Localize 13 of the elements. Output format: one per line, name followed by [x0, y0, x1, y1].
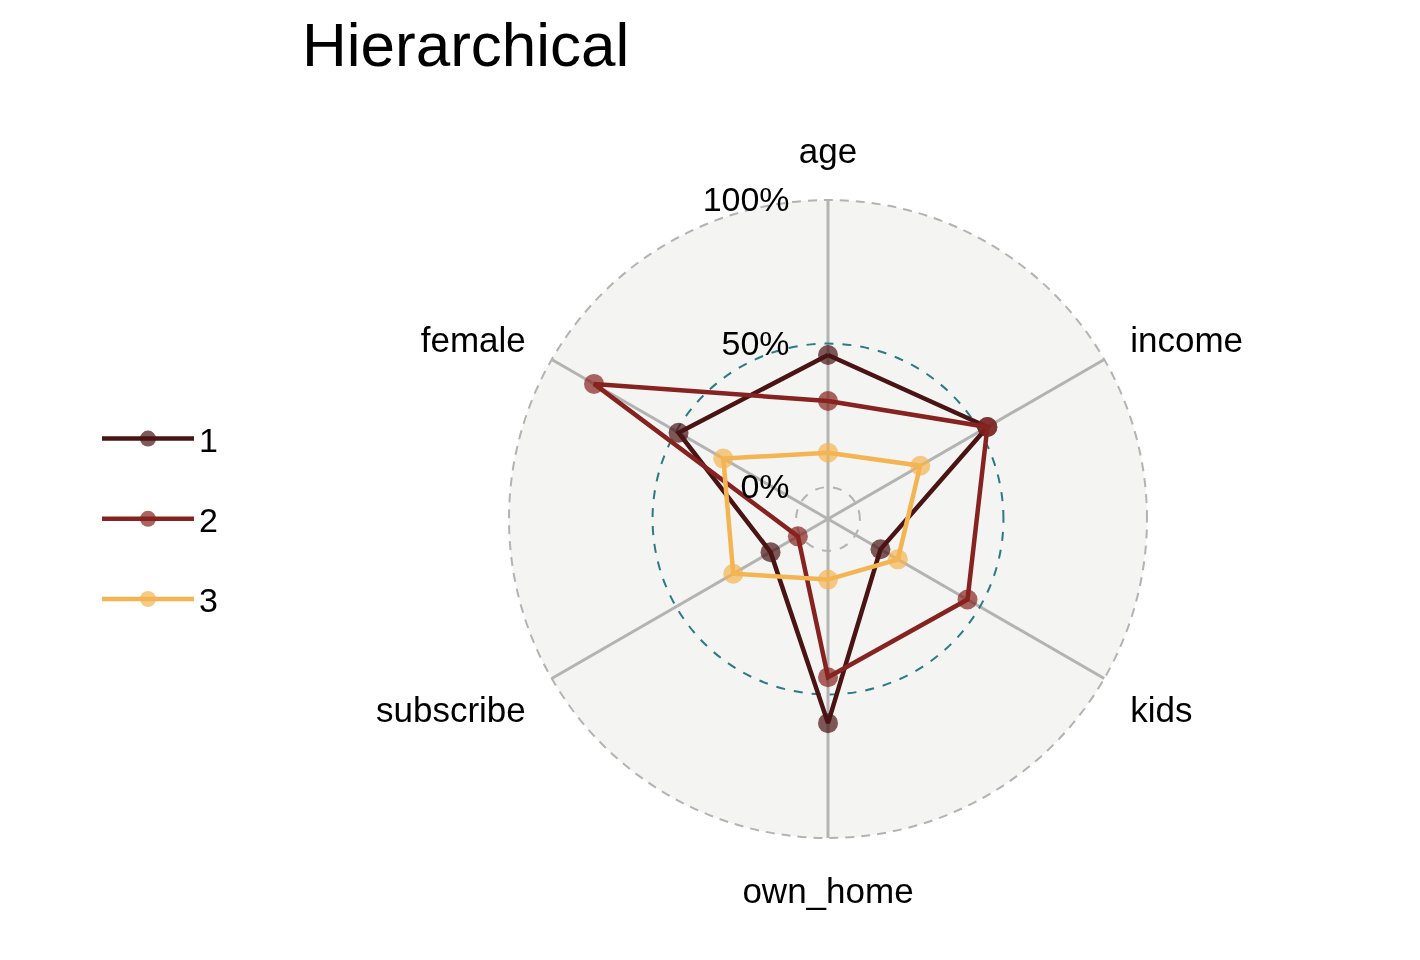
legend-label: 2 [199, 501, 218, 540]
y-tick-label: 100% [702, 180, 790, 219]
spoke-label: income [1130, 319, 1244, 359]
chart-title: Hierarchical [302, 9, 630, 79]
spoke-label: female [420, 319, 526, 359]
y-tick-label: 50% [721, 323, 790, 362]
legend-label: 1 [199, 420, 218, 459]
spoke-label: kids [1130, 689, 1193, 729]
spoke-label: own_home [742, 871, 914, 910]
spoke-label: subscribe [375, 689, 526, 729]
legend-label: 3 [199, 581, 218, 620]
y-tick-label: 0% [740, 467, 790, 506]
spoke-label: age [798, 131, 858, 170]
